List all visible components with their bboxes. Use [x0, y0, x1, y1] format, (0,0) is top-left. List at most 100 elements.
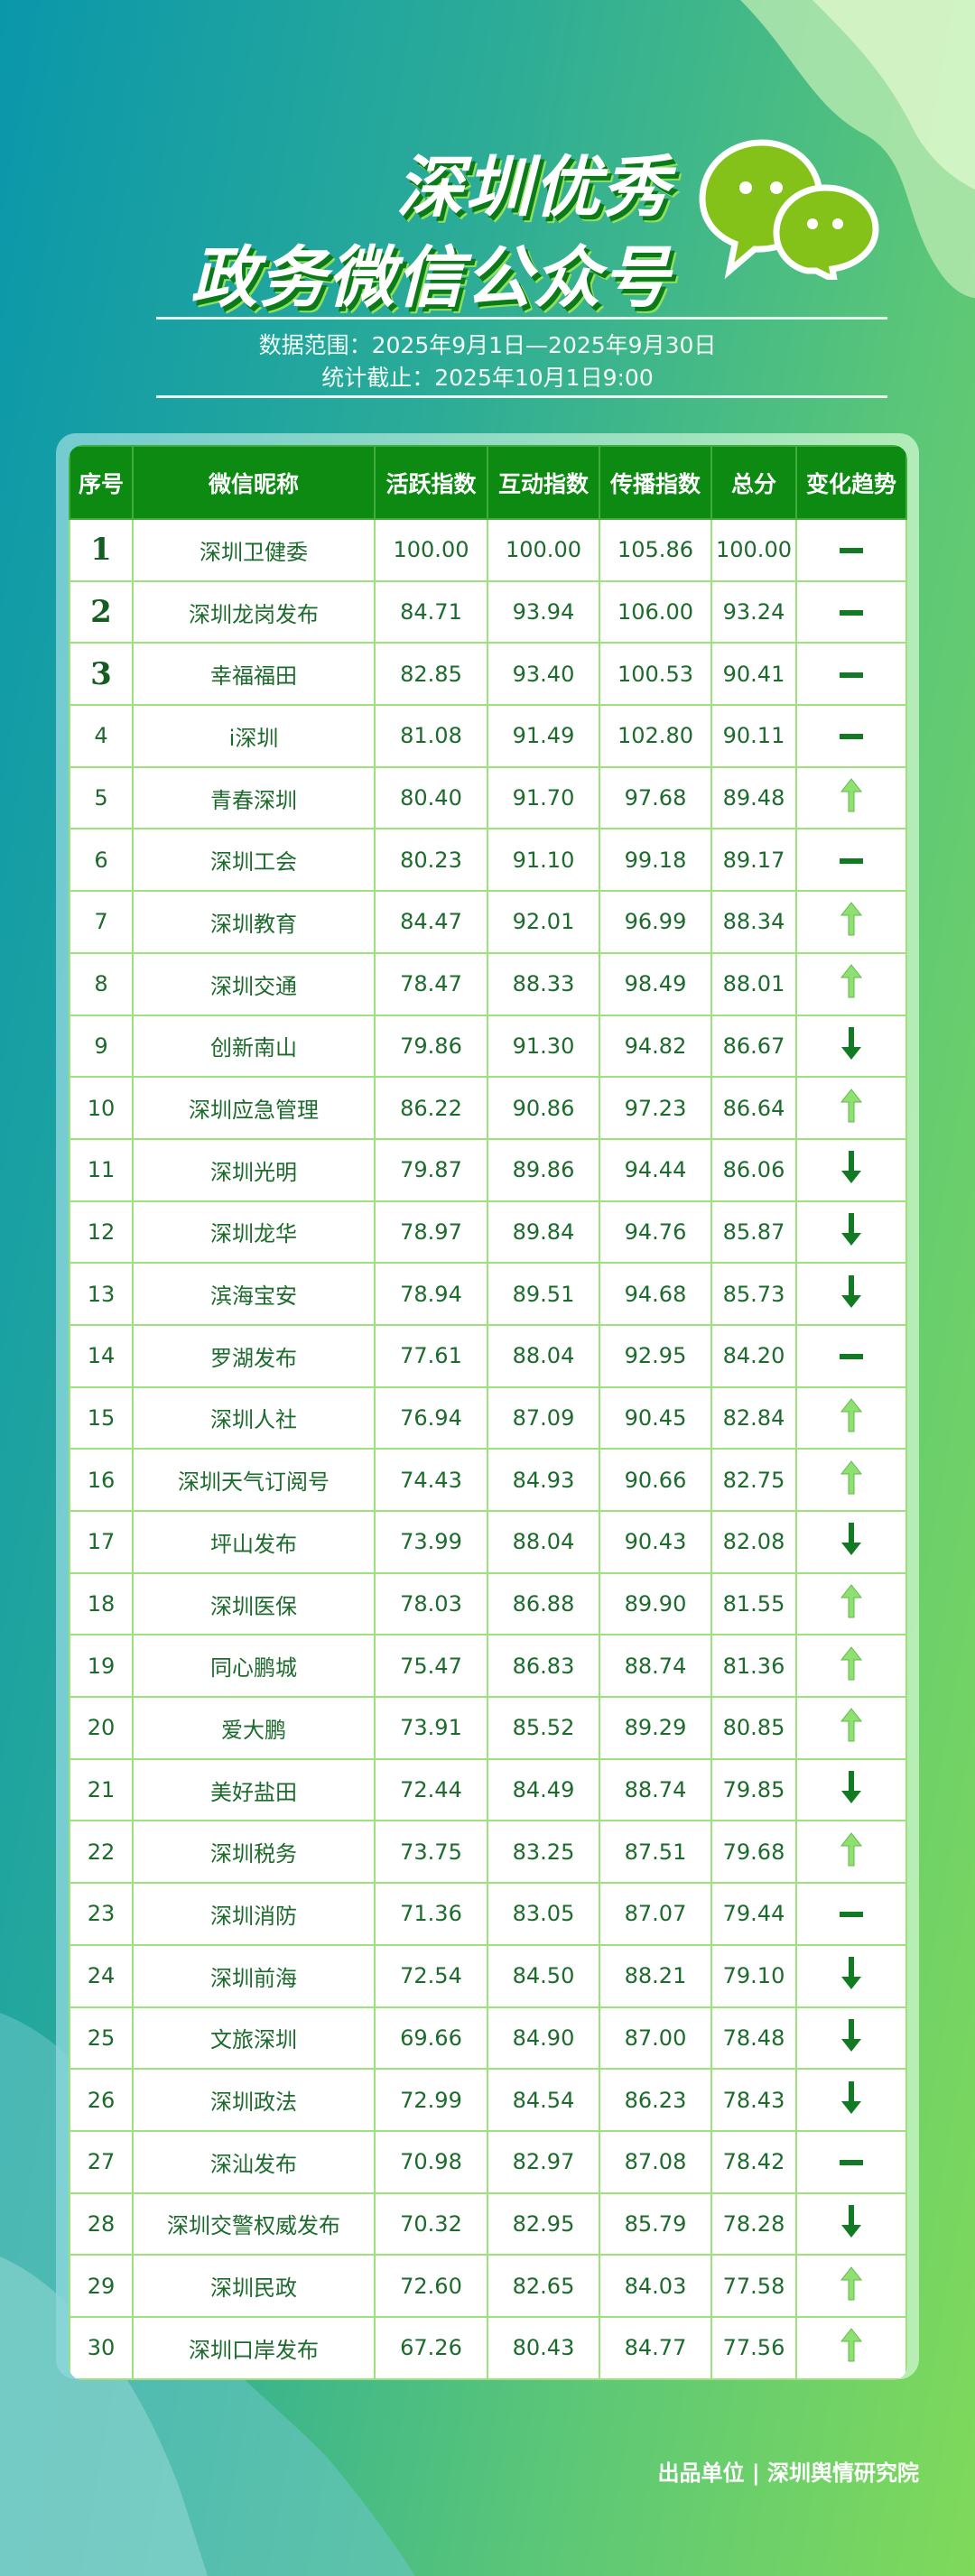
trend-cell	[795, 1510, 907, 1574]
arrow-up-icon	[840, 1584, 863, 1618]
rank-cell: 28	[69, 2191, 134, 2256]
spread-index-cell: 96.99	[599, 890, 712, 954]
interact-index-cell: 93.94	[487, 579, 600, 644]
rank-cell: 4	[69, 704, 134, 768]
name-cell: 深圳卫健委	[132, 518, 376, 582]
wechat-icon	[699, 139, 879, 280]
arrow-up-icon	[840, 1708, 863, 1742]
total-score-cell: 86.64	[710, 1076, 797, 1140]
total-score-cell: 90.41	[710, 642, 797, 707]
interact-index-cell: 83.25	[487, 1820, 600, 1885]
name-cell: 罗湖发布	[132, 1323, 376, 1388]
table-row: 4 i深圳 81.08 91.49 102.80 90.11	[69, 704, 907, 768]
name-cell: 青春深圳	[132, 765, 376, 830]
rank-cell: 19	[69, 1634, 134, 1699]
rank-cell: 3	[69, 642, 134, 707]
name-cell: 美好盐田	[132, 1757, 376, 1822]
arrow-down-icon	[841, 2204, 861, 2238]
active-index-cell: 77.61	[374, 1323, 488, 1388]
spread-index-cell: 88.74	[599, 1757, 712, 1822]
trend-cell	[795, 1262, 907, 1326]
name-cell: 深圳人社	[132, 1385, 376, 1450]
trend-cell	[795, 1323, 907, 1388]
active-index-cell: 81.08	[374, 704, 488, 768]
trend-cell	[795, 1448, 907, 1512]
trend-cell	[795, 2254, 907, 2318]
arrow-up-icon	[840, 1831, 863, 1867]
no-change-icon	[840, 2160, 863, 2166]
spread-index-cell: 94.76	[599, 1200, 712, 1265]
trend-cell	[795, 1014, 907, 1079]
spread-index-cell: 90.43	[599, 1510, 712, 1574]
no-change-icon	[840, 548, 863, 554]
arrow-down-icon	[841, 1523, 861, 1556]
active-index-cell: 74.43	[374, 1448, 488, 1512]
table-row: 27 深汕发布 70.98 82.97 87.08 78.42	[69, 2129, 907, 2194]
arrow-up-icon	[840, 964, 863, 998]
spread-index-cell: 88.21	[599, 1943, 712, 2008]
table-row: 19 同心鹏城 75.47 86.83 88.74 81.36	[69, 1634, 907, 1699]
table-row: 23 深圳消防 71.36 83.05 87.07 79.44	[69, 1882, 907, 1946]
name-cell: 深圳交通	[132, 951, 376, 1016]
col-total: 总分	[710, 445, 797, 520]
active-index-cell: 84.47	[374, 890, 488, 954]
table-row: 12 深圳龙华 78.97 89.84 94.76 85.87	[69, 1200, 907, 1265]
total-score-cell: 100.00	[710, 518, 797, 582]
active-index-cell: 71.36	[374, 1882, 488, 1946]
trend-cell	[795, 1385, 907, 1450]
name-cell: 深圳交警权威发布	[132, 2191, 376, 2256]
name-cell: 深圳天气订阅号	[132, 1448, 376, 1512]
divider-top	[156, 317, 887, 320]
trend-cell	[795, 828, 907, 893]
interact-index-cell: 86.83	[487, 1634, 600, 1699]
spread-index-cell: 105.86	[599, 518, 712, 582]
total-score-cell: 89.17	[710, 828, 797, 893]
rank-cell: 22	[69, 1820, 134, 1885]
total-score-cell: 79.10	[710, 1943, 797, 2008]
total-score-cell: 77.58	[710, 2254, 797, 2318]
no-change-icon	[840, 1912, 863, 1918]
interact-index-cell: 82.95	[487, 2191, 600, 2256]
active-index-cell: 76.94	[374, 1385, 488, 1450]
table-row: 11 深圳光明 79.87 89.86 94.44 86.06	[69, 1137, 907, 1202]
spread-index-cell: 94.82	[599, 1014, 712, 1079]
ranking-table: 序号 微信昵称 活跃指数 互动指数 传播指数 总分 变化趋势 1 深圳卫健委 100…	[69, 445, 907, 2380]
active-index-cell: 78.47	[374, 951, 488, 1016]
name-cell: 深圳消防	[132, 1882, 376, 1946]
col-rank: 序号	[69, 445, 134, 520]
trend-cell	[795, 2191, 907, 2256]
arrow-up-icon	[840, 2266, 863, 2301]
active-index-cell: 79.86	[374, 1014, 488, 1079]
trend-cell	[795, 518, 907, 582]
table-row: 17 坪山发布 73.99 88.04 90.43 82.08	[69, 1510, 907, 1574]
active-index-cell: 72.54	[374, 1943, 488, 2008]
rank-cell: 21	[69, 1757, 134, 1822]
interact-index-cell: 90.86	[487, 1076, 600, 1140]
no-change-icon	[840, 610, 863, 616]
arrow-down-icon	[841, 1212, 861, 1246]
total-score-cell: 93.24	[710, 579, 797, 644]
arrow-down-icon	[841, 2018, 861, 2052]
no-change-icon	[840, 734, 863, 740]
active-index-cell: 75.47	[374, 1634, 488, 1699]
interact-index-cell: 82.97	[487, 2129, 600, 2194]
interact-index-cell: 84.90	[487, 2006, 600, 2071]
interact-index-cell: 89.84	[487, 1200, 600, 1265]
active-index-cell: 82.85	[374, 642, 488, 707]
total-score-cell: 82.75	[710, 1448, 797, 1512]
spread-index-cell: 87.51	[599, 1820, 712, 1885]
total-score-cell: 79.85	[710, 1757, 797, 1822]
spread-index-cell: 99.18	[599, 828, 712, 893]
spread-index-cell: 90.45	[599, 1385, 712, 1450]
active-index-cell: 73.91	[374, 1696, 488, 1760]
table-row: 10 深圳应急管理 86.22 90.86 97.23 86.64	[69, 1076, 907, 1140]
trend-cell	[795, 1634, 907, 1699]
total-score-cell: 77.56	[710, 2315, 797, 2380]
active-index-cell: 100.00	[374, 518, 488, 582]
rank-cell: 26	[69, 2068, 134, 2132]
name-cell: 深圳龙华	[132, 1200, 376, 1265]
name-cell: 深汕发布	[132, 2129, 376, 2194]
table-row: 28 深圳交警权威发布 70.32 82.95 85.79 78.28	[69, 2191, 907, 2256]
interact-index-cell: 89.51	[487, 1262, 600, 1326]
interact-index-cell: 82.65	[487, 2254, 600, 2318]
